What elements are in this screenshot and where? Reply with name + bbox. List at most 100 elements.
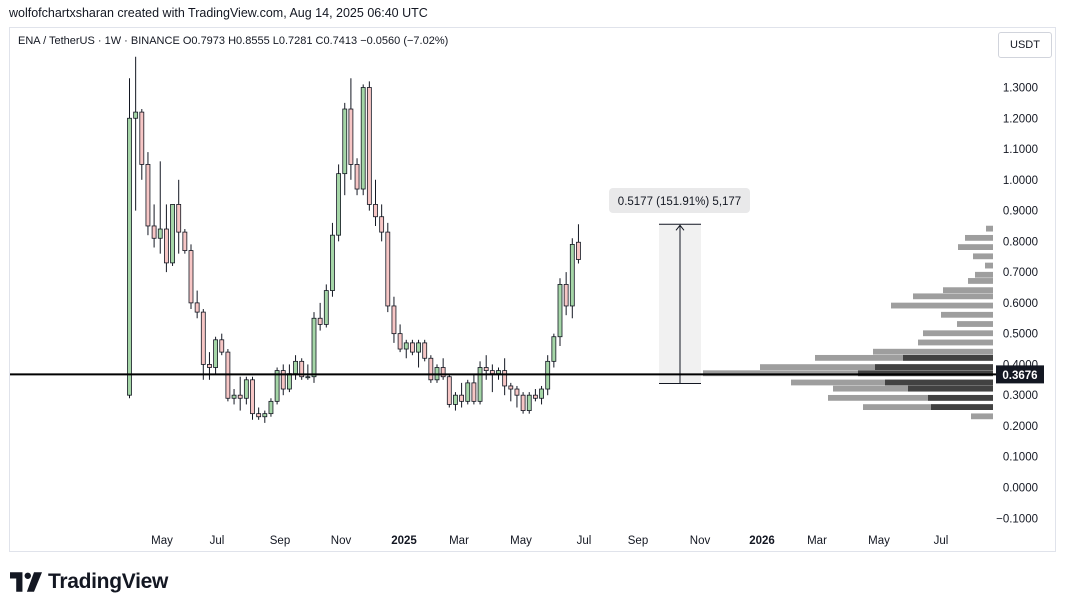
volume-profile-bar [863, 404, 993, 410]
candle-body [299, 360, 305, 378]
candle-body [256, 413, 262, 418]
candle-down [576, 224, 581, 264]
candle-up [213, 336, 219, 374]
volume-profile-bar [973, 253, 993, 260]
x-tick-label: Nov [331, 535, 352, 547]
candle-body [176, 204, 182, 233]
candle-body [416, 342, 421, 353]
y-tick-label: 0.8000 [1003, 236, 1038, 248]
y-tick-label: 0.5000 [1003, 329, 1038, 341]
candle-down [256, 407, 262, 420]
candle-down [194, 290, 200, 319]
candle-up [336, 164, 342, 242]
candle-down [348, 78, 354, 180]
candle-down [219, 333, 225, 356]
candle-up [539, 385, 544, 405]
candle-down [366, 81, 372, 211]
candle-body [151, 225, 157, 239]
volume-profile-bar-dark [928, 394, 993, 401]
candle-body [213, 339, 219, 368]
volume-profile-bar [968, 278, 993, 284]
candle-down [354, 158, 360, 196]
candle-body [231, 394, 237, 399]
candle-down [440, 358, 446, 380]
candle-down [533, 389, 538, 402]
candle-body [354, 164, 360, 190]
candle-body [576, 241, 581, 260]
candle-down [422, 339, 428, 362]
y-tick-label: 0.6000 [1003, 298, 1038, 310]
candle-body [563, 284, 569, 307]
candle-up [243, 376, 249, 405]
candle-body [280, 370, 286, 390]
candle-down [428, 355, 434, 383]
volume-profile [703, 225, 993, 420]
candle-body [569, 244, 575, 307]
y-tick-label: 0.1000 [1003, 452, 1038, 464]
candle-down [459, 382, 465, 408]
candle-down [483, 355, 489, 380]
candle-body [127, 117, 132, 396]
y-tick-label: 1.1000 [1003, 144, 1038, 156]
candle-up [311, 312, 317, 383]
x-tick-label: May [151, 535, 173, 547]
candle-down [182, 229, 188, 254]
candle-down [250, 376, 255, 420]
candle-down [200, 309, 206, 380]
candle-up [286, 364, 292, 393]
currency-button[interactable]: USDT [998, 32, 1052, 58]
candle-body [373, 204, 378, 218]
candle-down [514, 385, 520, 408]
candle-body [133, 111, 139, 119]
candle-down [502, 358, 508, 396]
candle-body [237, 394, 243, 399]
candle-down [188, 244, 194, 310]
candle-up [416, 339, 421, 368]
candle-up [133, 56, 139, 211]
candle-body [268, 400, 274, 415]
candle-body [526, 394, 532, 411]
candle-up [342, 102, 348, 196]
measure-label: 0.5177 (151.91%) 5,177 [618, 196, 741, 208]
candle-body [496, 370, 501, 375]
candle-body [157, 228, 163, 239]
horizontal-line-price-badge [996, 365, 1044, 384]
candle-body [428, 357, 434, 381]
candle-down [163, 204, 169, 273]
price-axis: 1.3000 1.2000 1.1000 1.0000 0.9000 0.8000 0.70… [996, 82, 1038, 525]
candle-down [508, 382, 514, 402]
y-tick-label: 1.0000 [1003, 175, 1038, 187]
candle-body [145, 164, 151, 227]
candle-body [336, 173, 342, 236]
volume-profile-bar-dark [858, 370, 993, 377]
measure-label-box [609, 188, 750, 213]
candle-body [200, 311, 206, 365]
candle-down [280, 364, 286, 396]
tradingview-logo-icon [10, 572, 42, 592]
candle-body [311, 317, 317, 378]
candle-down [317, 302, 323, 331]
candle-body [207, 364, 212, 368]
candle-body [379, 216, 385, 233]
tradingview-brand[interactable]: TradingView [10, 570, 168, 594]
candle-body [342, 108, 348, 175]
candle-down [139, 109, 145, 180]
candle-up [274, 367, 280, 405]
candle-body [520, 394, 526, 411]
candle-down [373, 179, 378, 226]
volume-profile-bar [941, 311, 993, 318]
candle-body [459, 394, 465, 402]
x-tick-label: Mar [807, 535, 827, 547]
candle-down [237, 376, 243, 411]
y-tick-label: 1.2000 [1003, 113, 1038, 125]
candle-body [483, 367, 489, 371]
candle-down [385, 222, 391, 313]
volume-profile-bar [957, 321, 993, 327]
candle-body [194, 302, 200, 313]
x-tick-label: Mar [449, 535, 469, 547]
candle-up [268, 398, 274, 417]
candle-body [391, 305, 397, 335]
candle-body [262, 413, 268, 418]
x-tick-label: Sep [628, 535, 648, 547]
